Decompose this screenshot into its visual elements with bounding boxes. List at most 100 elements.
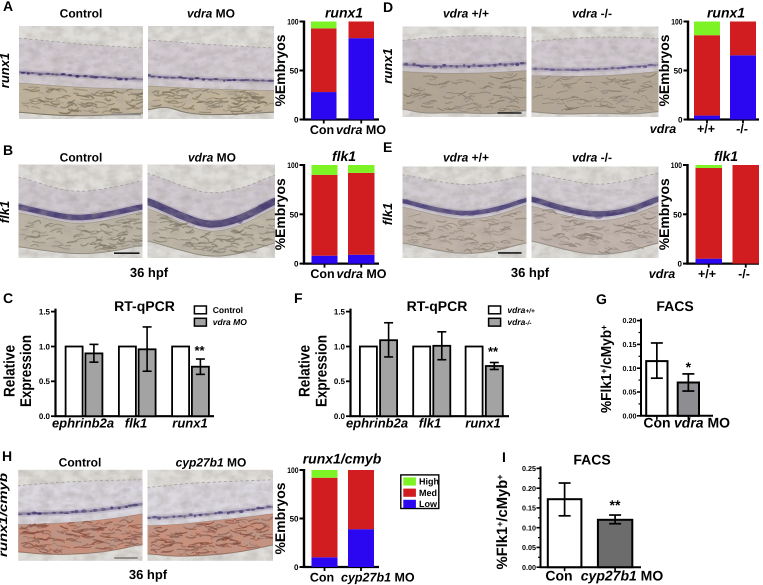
svg-text:%Flk1+/cMyb+: %Flk1+/cMyb+ xyxy=(599,325,615,413)
svg-text:Con: Con xyxy=(643,415,670,431)
svg-text:E: E xyxy=(383,139,392,155)
svg-text:G: G xyxy=(596,291,607,307)
svg-text:1.0: 1.0 xyxy=(39,342,51,351)
svg-text:cyp27b1 MO: cyp27b1 MO xyxy=(176,456,247,470)
svg-text:runx1/cmyb: runx1/cmyb xyxy=(303,451,382,467)
svg-text:0.20: 0.20 xyxy=(522,484,536,493)
svg-text:50: 50 xyxy=(674,67,683,76)
svg-text:runx1: runx1 xyxy=(325,5,363,21)
svg-text:0: 0 xyxy=(294,260,299,269)
svg-text:High: High xyxy=(419,477,439,487)
svg-text:0: 0 xyxy=(294,563,299,572)
svg-text:**: ** xyxy=(194,343,205,358)
svg-text:*: * xyxy=(686,359,692,375)
svg-text:1.5: 1.5 xyxy=(334,308,346,317)
svg-text:%Embryos: %Embryos xyxy=(656,178,672,250)
svg-text:FACS: FACS xyxy=(573,452,610,468)
svg-text:ephrinb2a: ephrinb2a xyxy=(52,416,114,431)
svg-text:vdra MO: vdra MO xyxy=(337,267,387,281)
svg-text:0.20: 0.20 xyxy=(623,316,637,325)
svg-text:0: 0 xyxy=(678,260,683,269)
svg-text:Con: Con xyxy=(310,267,334,281)
svg-text:flk1: flk1 xyxy=(714,148,738,164)
svg-text:0.15: 0.15 xyxy=(623,340,637,349)
svg-text:Control: Control xyxy=(59,456,102,470)
svg-text:+/+: +/+ xyxy=(698,267,716,281)
svg-text:100: 100 xyxy=(671,161,683,170)
svg-text:vdra -/-: vdra -/- xyxy=(572,151,612,165)
svg-text:%Embryos: %Embryos xyxy=(656,34,672,106)
svg-text:vdra-/-: vdra-/- xyxy=(507,317,531,327)
svg-text:50: 50 xyxy=(673,210,682,219)
svg-text:vdra +/+: vdra +/+ xyxy=(443,151,489,165)
svg-text:Con: Con xyxy=(310,571,334,585)
svg-text:0: 0 xyxy=(678,116,683,125)
svg-text:Con: Con xyxy=(545,568,572,584)
svg-text:Con: Con xyxy=(310,123,334,137)
svg-text:36 hpf: 36 hpf xyxy=(130,265,169,280)
svg-text:runx1/cmyb: runx1/cmyb xyxy=(0,473,10,557)
svg-text:D: D xyxy=(383,0,393,15)
svg-text:36 hpf: 36 hpf xyxy=(129,567,168,582)
svg-text:0.15: 0.15 xyxy=(522,504,536,513)
svg-text:+/+: +/+ xyxy=(697,122,715,136)
svg-text:flk1: flk1 xyxy=(125,416,147,431)
svg-text:runx1: runx1 xyxy=(707,5,745,21)
svg-text:vdra MO: vdra MO xyxy=(674,415,730,431)
svg-text:cyp27b1 MO: cyp27b1 MO xyxy=(581,568,664,584)
svg-text:vdra MO: vdra MO xyxy=(188,151,236,165)
svg-text:flk1: flk1 xyxy=(332,148,356,164)
svg-text:vdra -/-: vdra -/- xyxy=(572,7,612,21)
svg-text:C: C xyxy=(3,290,13,306)
svg-text:0.00: 0.00 xyxy=(522,563,536,572)
svg-text:Relative: Relative xyxy=(297,345,314,397)
svg-text:Expression: Expression xyxy=(18,335,35,407)
svg-text:100: 100 xyxy=(287,161,299,170)
svg-text:0.05: 0.05 xyxy=(522,543,536,552)
svg-text:flk1: flk1 xyxy=(0,201,12,223)
svg-text:vdra+/+: vdra+/+ xyxy=(507,305,535,315)
svg-text:I: I xyxy=(502,449,506,465)
svg-text:flk1: flk1 xyxy=(380,203,395,225)
svg-text:runx1: runx1 xyxy=(380,48,395,83)
svg-text:1.0: 1.0 xyxy=(334,342,346,351)
svg-text:Control: Control xyxy=(213,305,243,315)
svg-text:vdra MO: vdra MO xyxy=(187,7,235,21)
svg-text:**: ** xyxy=(610,497,621,513)
svg-text:0: 0 xyxy=(294,116,299,125)
svg-text:runx1: runx1 xyxy=(0,53,12,88)
svg-text:ephrinb2a: ephrinb2a xyxy=(346,416,408,431)
svg-text:**: ** xyxy=(488,344,499,359)
svg-text:100: 100 xyxy=(287,466,299,475)
svg-text:Relative: Relative xyxy=(2,345,19,397)
svg-text:100: 100 xyxy=(287,18,299,27)
svg-text:Med: Med xyxy=(419,488,437,498)
svg-text:H: H xyxy=(2,448,12,464)
svg-text:0.10: 0.10 xyxy=(522,523,536,532)
svg-text:RT-qPCR: RT-qPCR xyxy=(407,298,468,314)
svg-text:%Embryos: %Embryos xyxy=(272,34,288,106)
svg-text:0.00: 0.00 xyxy=(623,411,637,420)
svg-text:50: 50 xyxy=(290,67,299,76)
svg-text:0.0: 0.0 xyxy=(334,412,346,421)
svg-text:0.10: 0.10 xyxy=(623,364,637,373)
svg-text:1.5: 1.5 xyxy=(39,308,51,317)
svg-text:-/-: -/- xyxy=(736,122,748,136)
svg-text:100: 100 xyxy=(671,18,683,27)
svg-text:0.05: 0.05 xyxy=(623,388,637,397)
svg-text:vdra: vdra xyxy=(649,267,675,281)
svg-text:runx1: runx1 xyxy=(172,416,207,431)
svg-text:%Embryos: %Embryos xyxy=(272,178,288,250)
svg-text:vdra: vdra xyxy=(650,122,676,136)
svg-text:50: 50 xyxy=(290,210,299,219)
svg-text:Control: Control xyxy=(60,7,103,21)
svg-text:FACS: FACS xyxy=(656,298,693,314)
svg-text:%Embryos: %Embryos xyxy=(272,482,288,554)
svg-text:Expression: Expression xyxy=(314,335,331,407)
svg-text:RT-qPCR: RT-qPCR xyxy=(114,298,175,314)
svg-text:A: A xyxy=(3,0,13,14)
svg-text:-/-: -/- xyxy=(738,267,750,281)
svg-text:50: 50 xyxy=(290,515,299,524)
svg-text:vdra +/+: vdra +/+ xyxy=(443,7,489,21)
svg-text:vdra MO: vdra MO xyxy=(336,123,386,137)
